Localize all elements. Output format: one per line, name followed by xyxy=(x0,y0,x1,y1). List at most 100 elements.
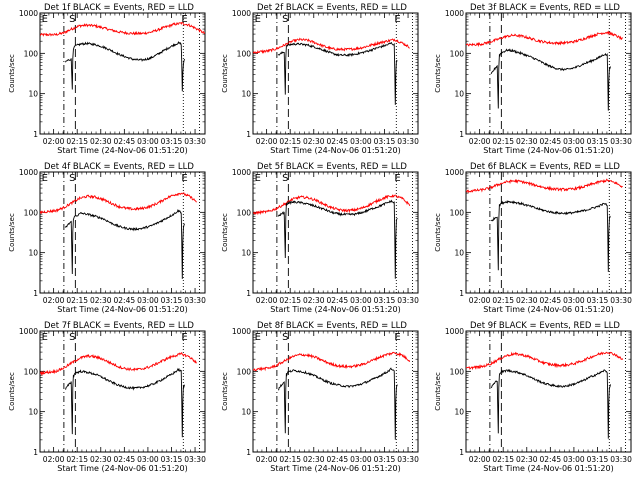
x-tick-label: 02:15 xyxy=(492,137,514,146)
panel-6: Det 6f BLACK = Events, RED = LLD 1 10 100 10… xyxy=(434,162,632,314)
y-tick-label: 10 xyxy=(454,90,464,99)
x-tick-label: 03:00 xyxy=(137,296,159,305)
plot-frame xyxy=(39,171,206,294)
event-marker-label: E xyxy=(394,14,400,25)
x-tick-label: 02:45 xyxy=(114,455,136,464)
event-marker-label: S xyxy=(69,332,75,343)
y-tick-label: 10 xyxy=(241,249,251,258)
x-tick-label: 02:30 xyxy=(303,296,325,305)
plot-frame xyxy=(39,330,206,453)
x-tick-label: 03:15 xyxy=(374,455,396,464)
lld-rate-line xyxy=(253,194,411,216)
y-tick-label: 1 xyxy=(33,130,38,139)
event-marker-label: E xyxy=(394,332,400,343)
x-axis-label: Start Time (24-Nov-06 01:51:20) xyxy=(483,305,613,314)
x-tick-label: 02:00 xyxy=(469,137,491,146)
event-marker-label: E xyxy=(181,14,187,25)
y-tick-label: 1000 xyxy=(19,168,38,177)
x-tick-label: 02:30 xyxy=(90,137,112,146)
chart-title: Det 2f BLACK = Events, RED = LLD xyxy=(257,3,407,13)
y-tick-label: 100 xyxy=(450,367,465,376)
x-tick-label: 03:30 xyxy=(610,455,632,464)
x-tick-label: 02:30 xyxy=(516,137,538,146)
x-tick-label: 02:00 xyxy=(469,296,491,305)
y-tick-label: 1000 xyxy=(232,327,251,336)
x-tick-label: 02:15 xyxy=(279,296,301,305)
x-tick-label: 02:15 xyxy=(492,455,514,464)
plot-frame xyxy=(252,330,419,453)
x-tick-label: 02:15 xyxy=(66,455,88,464)
x-tick-label: 02:30 xyxy=(303,455,325,464)
event-marker-label: S xyxy=(69,14,75,25)
events-rate-line xyxy=(490,368,611,439)
x-axis-label: Start Time (24-Nov-06 01:51:20) xyxy=(270,464,400,473)
x-tick-label: 03:00 xyxy=(350,137,372,146)
x-tick-label: 02:00 xyxy=(43,137,65,146)
x-tick-label: 03:15 xyxy=(374,296,396,305)
x-tick-label: 02:45 xyxy=(114,137,136,146)
events-rate-line xyxy=(490,48,611,111)
x-tick-label: 03:15 xyxy=(587,455,609,464)
x-tick-label: 03:30 xyxy=(184,137,206,146)
event-marker-label: E xyxy=(394,173,400,184)
panel-3: Det 3f BLACK = Events, RED = LLD 1 10 100 10… xyxy=(434,3,632,155)
panel-2: Det 2f BLACK = Events, RED = LLD 1 10 100 10… xyxy=(221,3,419,155)
chart-title: Det 3f BLACK = Events, RED = LLD xyxy=(470,3,620,13)
y-tick-label: 1 xyxy=(33,289,38,298)
y-tick-label: 10 xyxy=(28,408,38,417)
x-tick-label: 02:30 xyxy=(516,455,538,464)
x-axis-label: Start Time (24-Nov-06 01:51:20) xyxy=(57,464,187,473)
y-tick-label: 1 xyxy=(246,448,251,457)
lld-rate-line xyxy=(40,352,197,376)
y-tick-label: 10 xyxy=(241,408,251,417)
y-tick-label: 1000 xyxy=(445,327,464,336)
plot-frame xyxy=(465,12,632,135)
chart-title: Det 1f BLACK = Events, RED = LLD xyxy=(44,3,194,13)
x-tick-label: 02:45 xyxy=(327,296,349,305)
x-tick-label: 03:15 xyxy=(161,137,183,146)
event-marker-label: E xyxy=(255,14,261,25)
x-tick-label: 03:00 xyxy=(137,455,159,464)
y-tick-label: 10 xyxy=(28,249,38,258)
events-rate-line xyxy=(278,367,398,440)
lld-rate-line xyxy=(253,37,410,55)
x-tick-label: 02:15 xyxy=(279,455,301,464)
y-tick-label: 1000 xyxy=(19,327,38,336)
y-tick-label: 10 xyxy=(454,249,464,258)
panel-4: Det 4f BLACK = Events, RED = LLD 1 10 100 10… xyxy=(8,162,206,314)
y-axis-label: Counts/sec xyxy=(8,213,16,252)
chart-title: Det 7f BLACK = Events, RED = LLD xyxy=(44,321,194,331)
x-tick-label: 03:30 xyxy=(397,455,419,464)
events-rate-line xyxy=(65,41,185,92)
x-axis-label: Start Time (24-Nov-06 01:51:20) xyxy=(483,464,613,473)
y-tick-label: 1 xyxy=(459,289,464,298)
x-tick-label: 03:30 xyxy=(397,137,419,146)
event-marker-label: E xyxy=(181,332,187,343)
y-tick-label: 1 xyxy=(246,289,251,298)
event-marker-label: E xyxy=(255,332,261,343)
lld-rate-line xyxy=(466,30,623,48)
y-tick-label: 100 xyxy=(24,208,39,217)
event-marker-label: E xyxy=(42,14,48,25)
y-tick-label: 1 xyxy=(33,448,38,457)
x-tick-label: 02:15 xyxy=(66,137,88,146)
events-rate-line xyxy=(64,367,185,438)
x-tick-label: 02:00 xyxy=(43,455,65,464)
y-axis-label: Counts/sec xyxy=(434,372,442,411)
x-tick-label: 02:45 xyxy=(540,137,562,146)
plot-frame xyxy=(252,171,419,294)
event-marker-label: E xyxy=(42,173,48,184)
y-tick-label: 100 xyxy=(24,49,39,58)
x-tick-label: 02:30 xyxy=(90,296,112,305)
x-tick-label: 03:15 xyxy=(161,455,183,464)
y-axis-label: Counts/sec xyxy=(221,213,229,252)
x-tick-label: 02:45 xyxy=(114,296,136,305)
y-axis-label: Counts/sec xyxy=(434,213,442,252)
y-tick-label: 10 xyxy=(454,408,464,417)
events-rate-line xyxy=(64,208,185,279)
y-axis-label: Counts/sec xyxy=(8,54,16,93)
y-tick-label: 1000 xyxy=(232,9,251,18)
x-tick-label: 03:30 xyxy=(184,455,206,464)
events-rate-line xyxy=(277,199,398,279)
